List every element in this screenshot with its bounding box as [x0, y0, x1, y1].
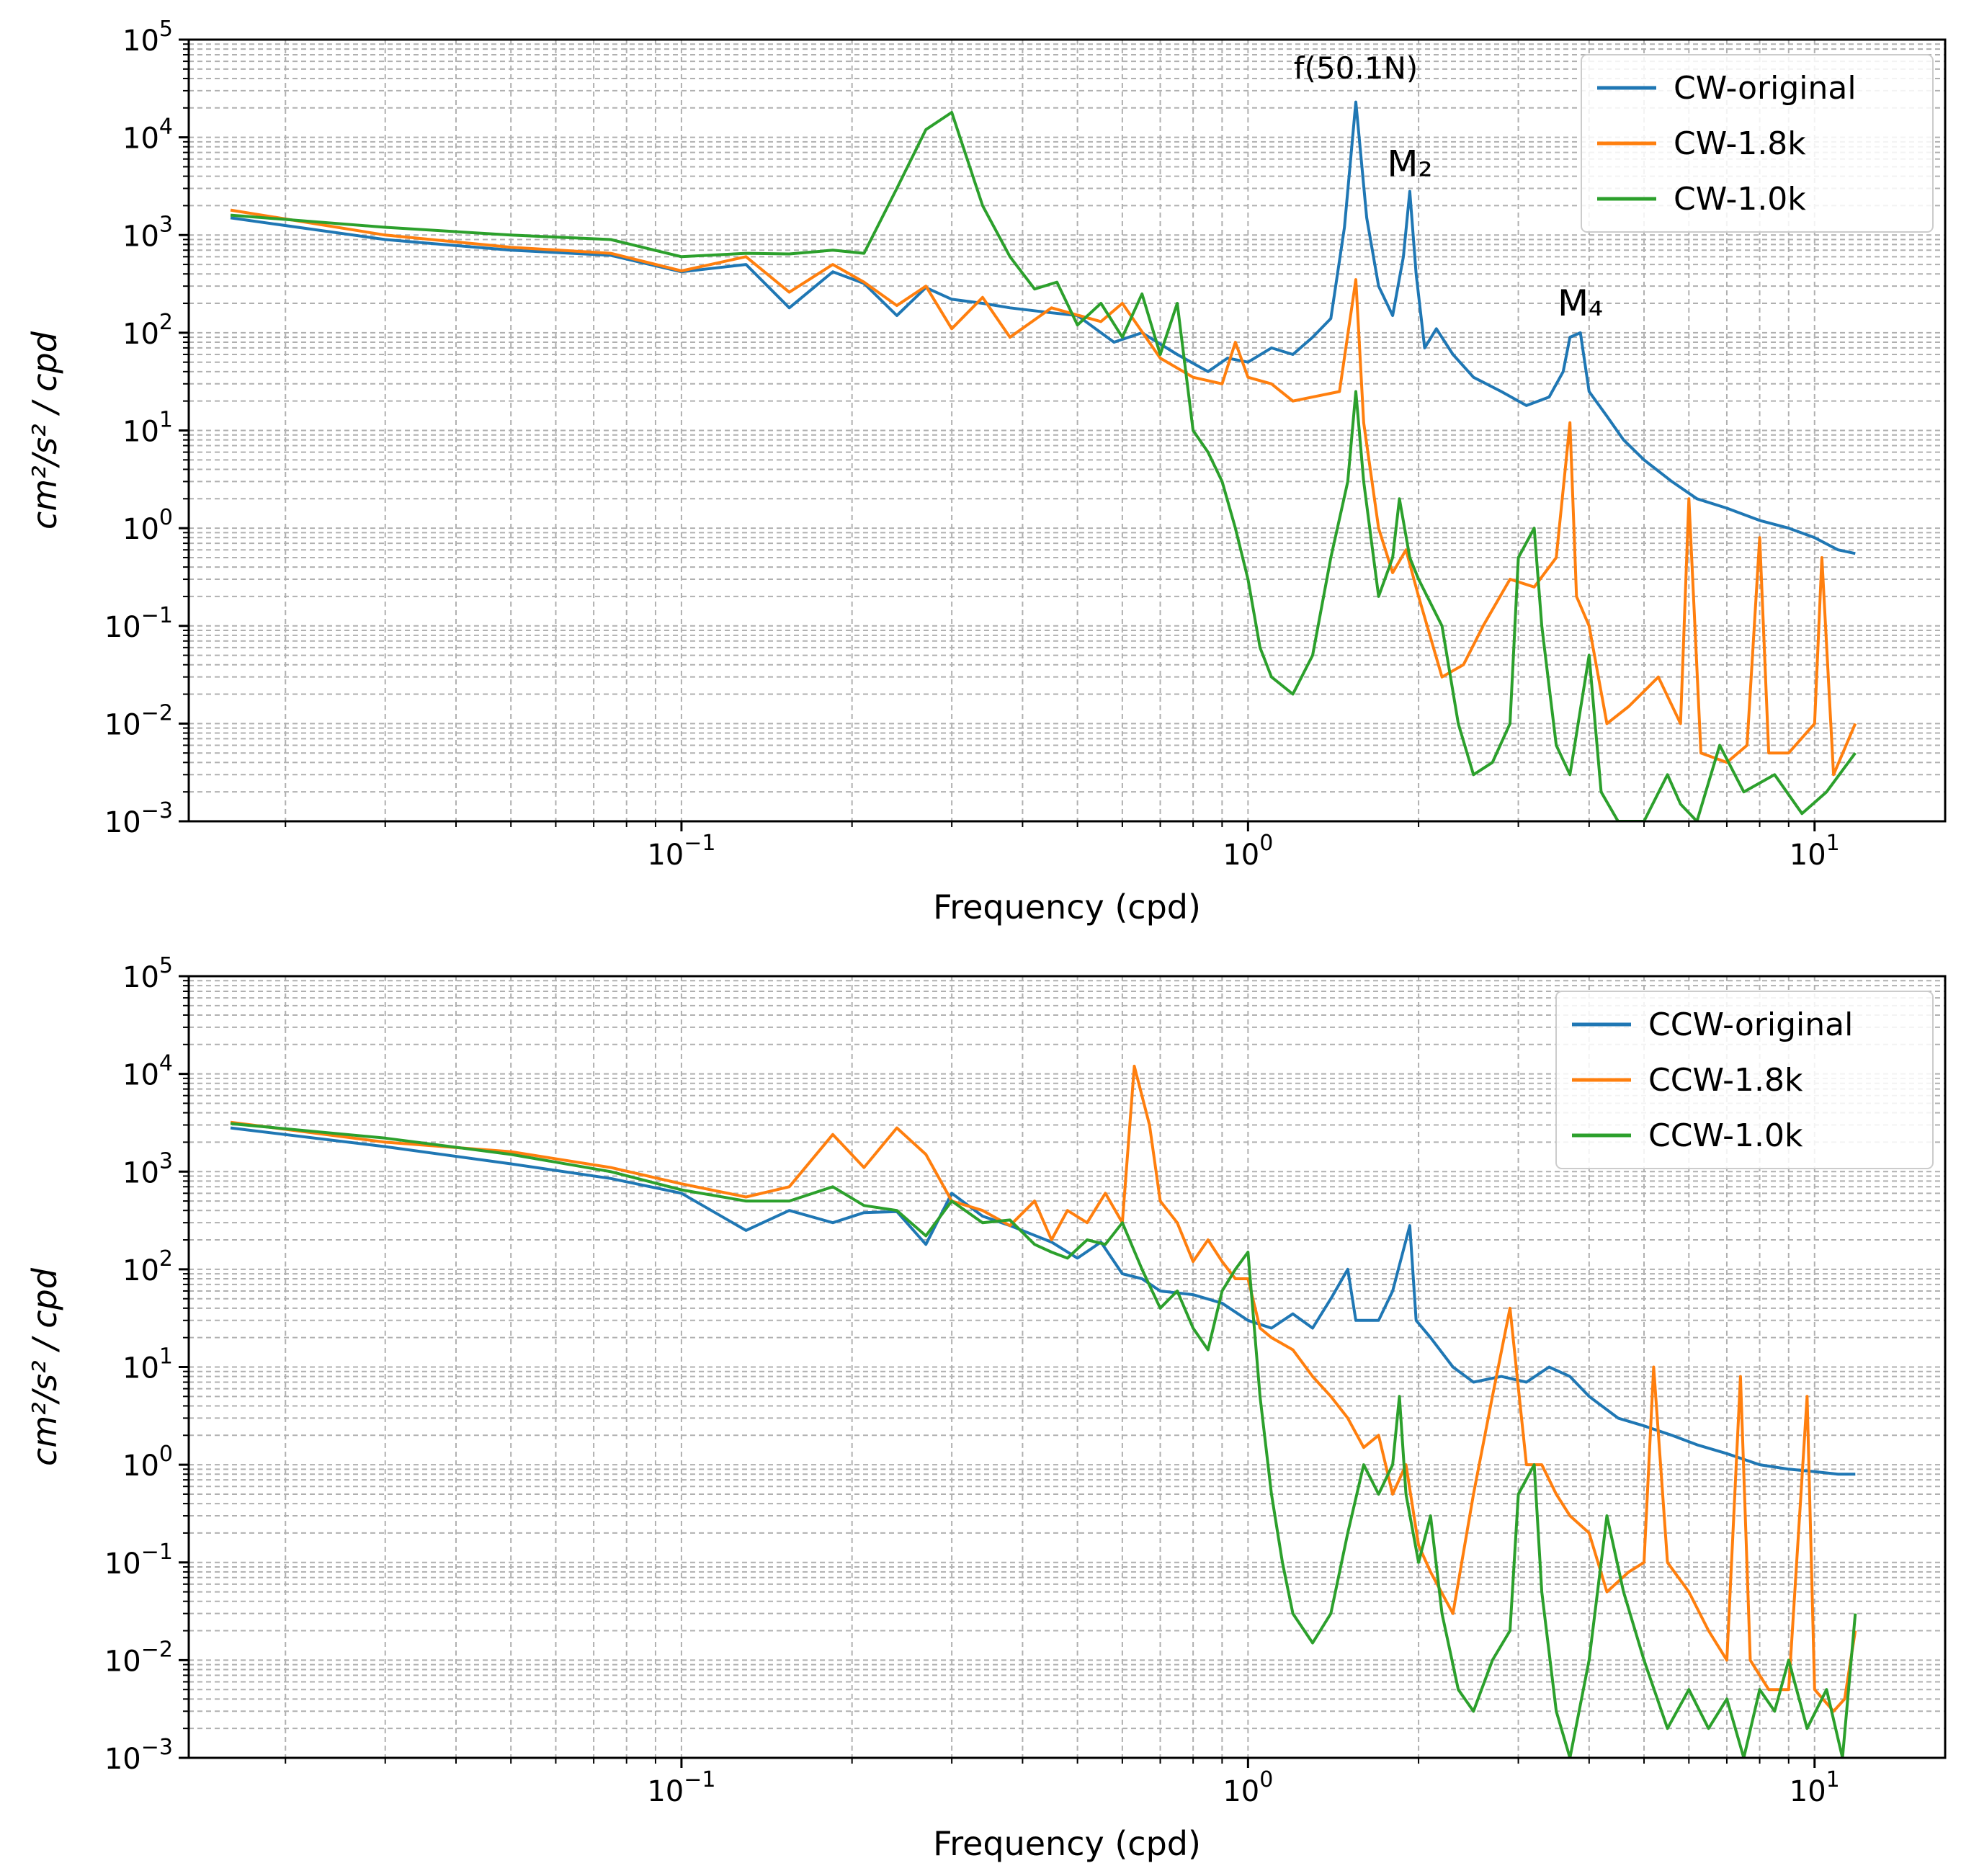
y-axis-label: cm²/s² / cpd — [25, 331, 64, 530]
legend-label: CW-original — [1674, 70, 1857, 107]
legend-label: CCW-1.8k — [1648, 1062, 1803, 1099]
chart-panel-1: 10−1 100 101 10−3 10−2 10−1 100 101 102 103 104 105… — [25, 17, 1947, 926]
grid — [189, 39, 1945, 822]
y-tick-label: 104 — [122, 1051, 173, 1092]
y-tick-label: 10−2 — [104, 1637, 173, 1678]
x-axis-label: Frequency (cpd) — [933, 1824, 1201, 1863]
y-tick-label: 10−3 — [104, 798, 173, 839]
series-line-CW-1.0k — [230, 111, 1857, 821]
legend: CCW-original CCW-1.8k CCW-1.0k — [1555, 991, 1934, 1169]
x-tick-label: 101 — [1790, 831, 1840, 872]
x-tick-label: 10−1 — [647, 1767, 715, 1808]
y-tick-label: 10−2 — [104, 700, 173, 741]
series-lines — [230, 1064, 1857, 1758]
legend-label: CCW-original — [1648, 1006, 1853, 1043]
legend-label: CW-1.0k — [1674, 181, 1806, 218]
series-line-CCW-1.0k — [230, 1122, 1857, 1758]
y-tick-label: 104 — [122, 115, 173, 156]
series-line-CCW-original — [230, 1126, 1856, 1476]
y-tick-label: 102 — [122, 1246, 173, 1287]
x-axis-label: Frequency (cpd) — [933, 888, 1201, 926]
y-axis: 10−3 10−2 10−1 100 101 102 103 104 105 — [104, 17, 189, 839]
annotation-label: f(50.1N) — [1294, 50, 1419, 86]
y-tick-label: 103 — [122, 1148, 173, 1189]
y-tick-label: 10−1 — [104, 1540, 173, 1581]
series-lines — [230, 100, 1857, 821]
annotation-label: M₂ — [1387, 143, 1432, 185]
x-tick-label: 10−1 — [647, 831, 715, 872]
legend: CW-original CW-1.8k CW-1.0k — [1581, 54, 1934, 233]
series-line-CW-original — [230, 100, 1856, 555]
legend-box — [1581, 54, 1934, 233]
annotation-label: M₄ — [1558, 282, 1603, 324]
y-tick-label: 105 — [122, 17, 173, 58]
legend-box — [1555, 991, 1934, 1169]
x-tick-label: 100 — [1223, 1767, 1273, 1808]
y-tick-label: 10−1 — [104, 603, 173, 644]
x-tick-label: 101 — [1790, 1767, 1840, 1808]
chart-panel-2: 10−1 100 101 10−3 10−2 10−1 100 101 102 103 104 105… — [25, 953, 1947, 1863]
y-tick-label: 100 — [122, 505, 173, 546]
y-tick-label: 102 — [122, 310, 173, 351]
y-tick-label: 100 — [122, 1442, 173, 1483]
x-tick-label: 100 — [1223, 831, 1273, 872]
series-line-CW-1.8k — [230, 208, 1857, 777]
y-axis-label: cm²/s² / cpd — [25, 1267, 64, 1466]
y-axis: 10−3 10−2 10−1 100 101 102 103 104 105 — [104, 953, 189, 1776]
y-tick-label: 101 — [122, 1344, 173, 1385]
legend-label: CW-1.8k — [1674, 125, 1806, 162]
x-axis: 10−1 100 101 — [285, 1758, 1840, 1808]
y-tick-label: 10−3 — [104, 1735, 173, 1776]
y-tick-label: 101 — [122, 408, 173, 449]
y-tick-label: 103 — [122, 212, 173, 253]
x-axis: 10−1 100 101 — [285, 821, 1840, 872]
legend-label: CCW-1.0k — [1648, 1117, 1803, 1154]
y-tick-label: 105 — [122, 953, 173, 994]
